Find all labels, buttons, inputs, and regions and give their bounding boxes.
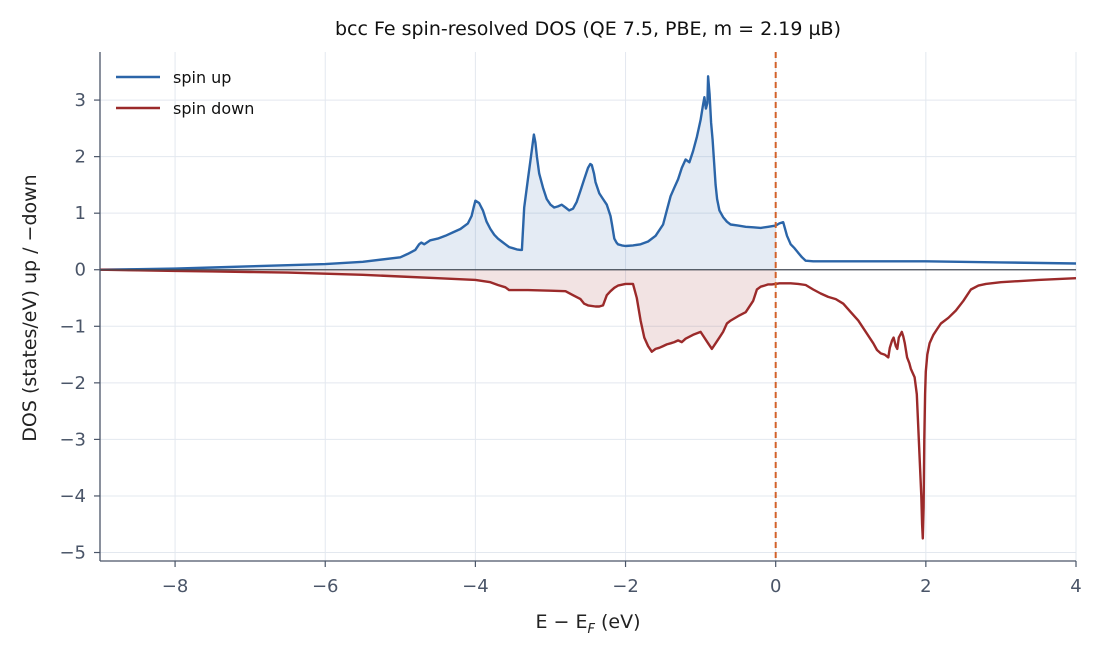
y-tick-label-6: −3 [59,429,86,450]
y-axis-title: DOS (states/eV) up / −down [19,174,41,441]
x-tick-label-2: −4 [462,576,489,597]
y-tick-label-3: 0 [75,260,86,281]
reference-lines [100,52,1076,561]
y-ticks: 3 2 1 0 −1 −2 −3 −4 −5 [59,90,100,564]
legend-label-spin-down: spin down [173,99,254,118]
y-tick-label-7: −4 [59,486,86,507]
x-axis-title: E − EF (eV) [535,611,640,637]
series-fills [100,76,776,352]
y-tick-label-1: 2 [75,147,86,168]
x-tick-label-3: −2 [612,576,639,597]
series-fill-spin-up [100,76,776,270]
x-tick-label-5: 2 [920,576,931,597]
legend: spin up spin down [116,68,254,118]
y-tick-label-2: 1 [75,203,86,224]
series-fill-spin-down [100,269,776,352]
y-tick-label-8: −5 [59,543,86,564]
legend-label-spin-up: spin up [173,68,231,87]
axes [99,52,1076,562]
series-lines [99,75,1077,540]
x-tick-label-1: −6 [312,576,339,597]
x-tick-label-6: 4 [1070,576,1081,597]
y-tick-label-4: −1 [59,316,86,337]
x-tick-label-4: 0 [770,576,781,597]
x-ticks: −8 −6 −4 −2 0 2 4 [162,561,1082,597]
chart-title: bcc Fe spin-resolved DOS (QE 7.5, PBE, m… [335,18,841,40]
y-tick-label-5: −2 [59,373,86,394]
y-tick-label-0: 3 [75,90,86,111]
x-tick-label-0: −8 [162,576,189,597]
series-line-spin-up [99,75,1077,271]
series-line-spin-down [99,268,1077,540]
